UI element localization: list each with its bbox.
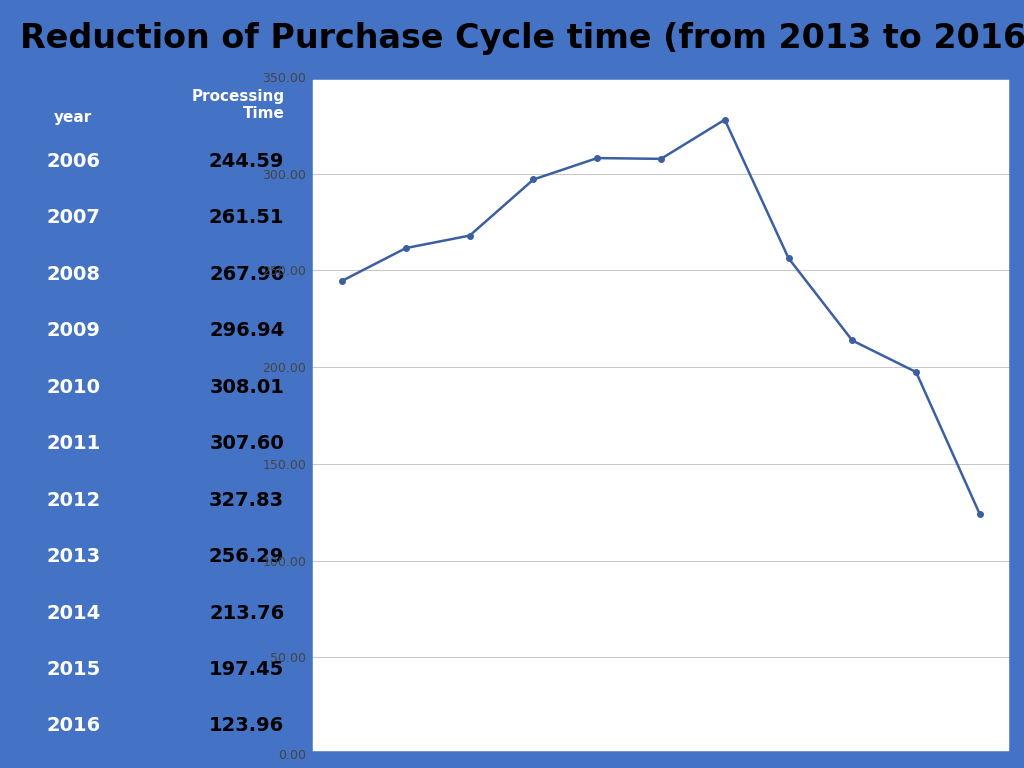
Text: 2015: 2015 bbox=[46, 660, 100, 679]
Text: 327.83: 327.83 bbox=[209, 491, 285, 510]
Text: 2009: 2009 bbox=[46, 321, 100, 340]
Text: 308.01: 308.01 bbox=[210, 378, 285, 397]
Text: 244.59: 244.59 bbox=[209, 152, 285, 171]
Text: 123.96: 123.96 bbox=[209, 717, 285, 736]
Text: Processing
Time: Processing Time bbox=[191, 89, 285, 121]
Text: 256.29: 256.29 bbox=[209, 547, 285, 566]
Text: Reduction of Purchase Cycle time (from 2013 to 2016): Reduction of Purchase Cycle time (from 2… bbox=[20, 22, 1024, 55]
Text: 296.94: 296.94 bbox=[209, 321, 285, 340]
Text: 2016: 2016 bbox=[46, 717, 100, 736]
Text: 2006: 2006 bbox=[46, 152, 100, 171]
Text: 213.76: 213.76 bbox=[209, 604, 285, 623]
Text: 197.45: 197.45 bbox=[209, 660, 285, 679]
Text: 2013: 2013 bbox=[46, 547, 100, 566]
Text: 267.96: 267.96 bbox=[209, 265, 285, 284]
Text: 2014: 2014 bbox=[46, 604, 100, 623]
Text: 2012: 2012 bbox=[46, 491, 100, 510]
Text: 261.51: 261.51 bbox=[209, 208, 285, 227]
Text: 2007: 2007 bbox=[46, 208, 100, 227]
Text: 2011: 2011 bbox=[46, 434, 100, 453]
Text: 307.60: 307.60 bbox=[210, 434, 285, 453]
Text: 2008: 2008 bbox=[46, 265, 100, 284]
Text: 2010: 2010 bbox=[46, 378, 100, 397]
Text: year: year bbox=[54, 110, 92, 125]
